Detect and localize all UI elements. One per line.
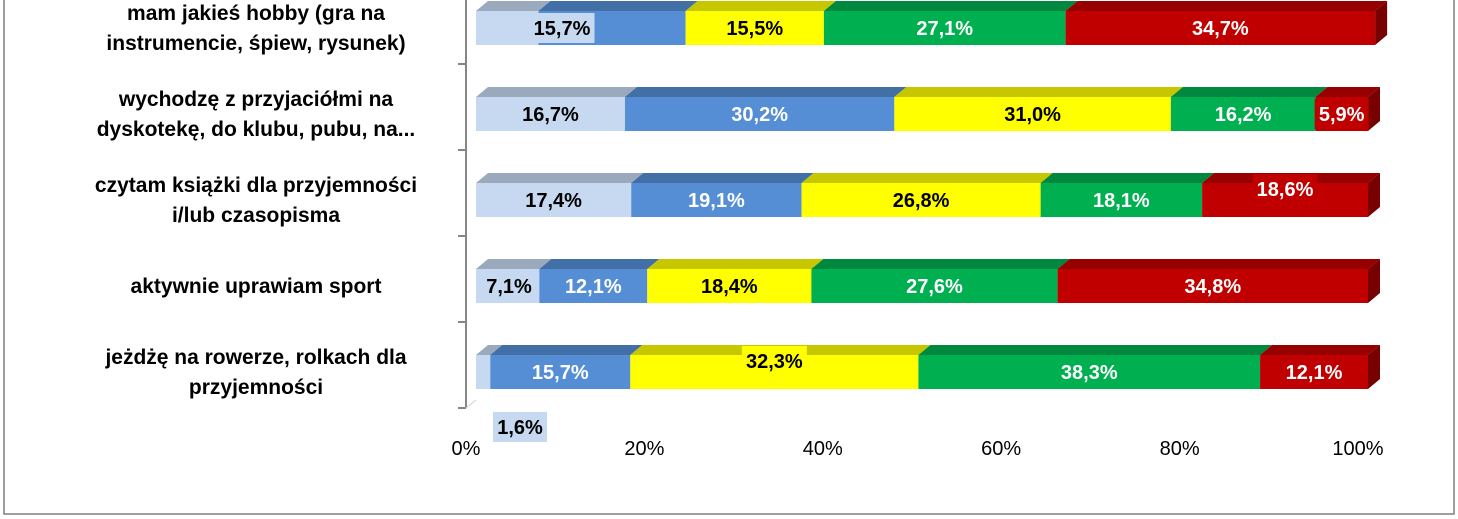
bar-segment-top: [1057, 259, 1380, 269]
data-label-box: [741, 346, 807, 376]
data-label: 17,4%: [525, 190, 582, 212]
data-label-box: [1252, 174, 1318, 204]
data-label: 16,2%: [1215, 104, 1272, 126]
data-label-box: [1281, 357, 1347, 387]
bar-segment-top: [685, 1, 836, 11]
data-label: 16,7%: [522, 104, 579, 126]
data-label: 27,6%: [906, 276, 963, 298]
x-tick-label: 0%: [452, 438, 481, 460]
category-label: instrumencie, śpiew, rysunek): [106, 32, 405, 55]
data-label: 31,0%: [1004, 104, 1061, 126]
chart-frame: [3, 0, 1455, 515]
data-label-box: [1210, 99, 1276, 129]
data-label: 12,1%: [565, 276, 622, 298]
data-label: 38,3%: [1061, 362, 1118, 384]
data-label: 26,8%: [893, 190, 950, 212]
data-label-box: [493, 412, 547, 442]
data-label: 34,7%: [1192, 18, 1249, 40]
data-label: 18,1%: [1093, 190, 1150, 212]
data-label-box: [1000, 99, 1066, 129]
category-label: i/lub czasopisma: [172, 204, 340, 227]
data-label-box: [1180, 271, 1246, 301]
bar-segment-side: [1375, 1, 1388, 45]
bar-segment: [476, 11, 539, 45]
data-label: 19,1%: [688, 190, 745, 212]
bar-row: [476, 345, 1380, 389]
bar-segment-side: [1368, 259, 1380, 303]
bar-segment-top: [1040, 173, 1215, 183]
data-label: 1,6%: [497, 417, 543, 439]
data-label: 7,1%: [486, 276, 532, 298]
bar-segment-top: [476, 173, 644, 183]
data-label-box: [722, 13, 788, 43]
data-label: 15,7%: [532, 362, 589, 384]
data-label-box: [1056, 357, 1122, 387]
bar-segment-top: [476, 259, 552, 269]
category-label: dyskotekę, do klubu, pubu, na...: [97, 118, 416, 141]
data-label-box: [912, 13, 978, 43]
bar-segment-side: [1368, 345, 1380, 389]
bar-segment-top: [918, 345, 1273, 355]
category-label: wychodzę z przyjaciółmi na: [118, 88, 394, 111]
x-tick-label: 20%: [624, 438, 664, 460]
data-label: 34,8%: [1184, 276, 1241, 298]
floor-edge: [465, 399, 477, 409]
data-label-box: [529, 13, 595, 43]
data-label: 12,1%: [1286, 362, 1343, 384]
bar-segment-top: [1065, 1, 1388, 11]
data-label-box: [696, 271, 762, 301]
x-tick-label: 80%: [1160, 438, 1200, 460]
data-label-box: [482, 271, 536, 301]
bar-segment-top: [1260, 345, 1380, 355]
data-label: 30,2%: [731, 104, 788, 126]
bar-segment-top: [539, 259, 660, 269]
bar-segment-top: [476, 1, 551, 11]
data-label-box: [1088, 185, 1154, 215]
category-label: jeżdżę na rowerze, rolkach dla: [104, 346, 406, 369]
category-label: czytam książki dla przyjemności: [95, 174, 417, 197]
data-label: 18,4%: [701, 276, 758, 298]
data-label: 5,9%: [1319, 104, 1365, 126]
bar-segment-top: [476, 345, 503, 355]
bar-segment-top: [624, 87, 907, 97]
data-label-box: [1314, 99, 1369, 129]
bar-segment-top: [811, 259, 1070, 269]
x-tick-label: 40%: [803, 438, 843, 460]
x-tick-label: 60%: [981, 438, 1021, 460]
bar-segment-top: [823, 1, 1078, 11]
data-label-box: [527, 357, 593, 387]
bar-segment-side: [1368, 173, 1380, 217]
data-label-box: [683, 185, 749, 215]
data-label-box: [888, 185, 954, 215]
category-label: mam jakieś hobby (gra na: [127, 2, 385, 25]
bar-segment-top: [631, 173, 814, 183]
bar-segment: [476, 355, 491, 389]
data-label-box: [727, 99, 793, 129]
bar-segment-top: [801, 173, 1053, 183]
data-label: 32,3%: [746, 351, 803, 373]
category-label: przyjemności: [189, 376, 323, 399]
x-tick-label: 100%: [1332, 438, 1383, 460]
data-label-box: [901, 271, 967, 301]
bar-segment-top: [1170, 87, 1328, 97]
bar-segment-top: [647, 259, 824, 269]
bar-segment-side: [1368, 87, 1380, 131]
data-label-box: [560, 271, 626, 301]
data-label: 15,5%: [726, 18, 783, 40]
category-label: aktywnie uprawiam sport: [131, 275, 382, 298]
bar-segment-top: [538, 1, 698, 11]
bar-segment-top: [490, 345, 643, 355]
data-label: 27,1%: [916, 18, 973, 40]
data-label: 15,7%: [534, 18, 591, 40]
data-label-box: [517, 99, 583, 129]
data-label-box: [521, 185, 587, 215]
bar-segment-top: [894, 87, 1183, 97]
data-label: 18,6%: [1257, 179, 1314, 201]
bar-segment-top: [1315, 87, 1380, 97]
data-label-box: [1187, 13, 1253, 43]
bar-segment-top: [476, 87, 637, 97]
